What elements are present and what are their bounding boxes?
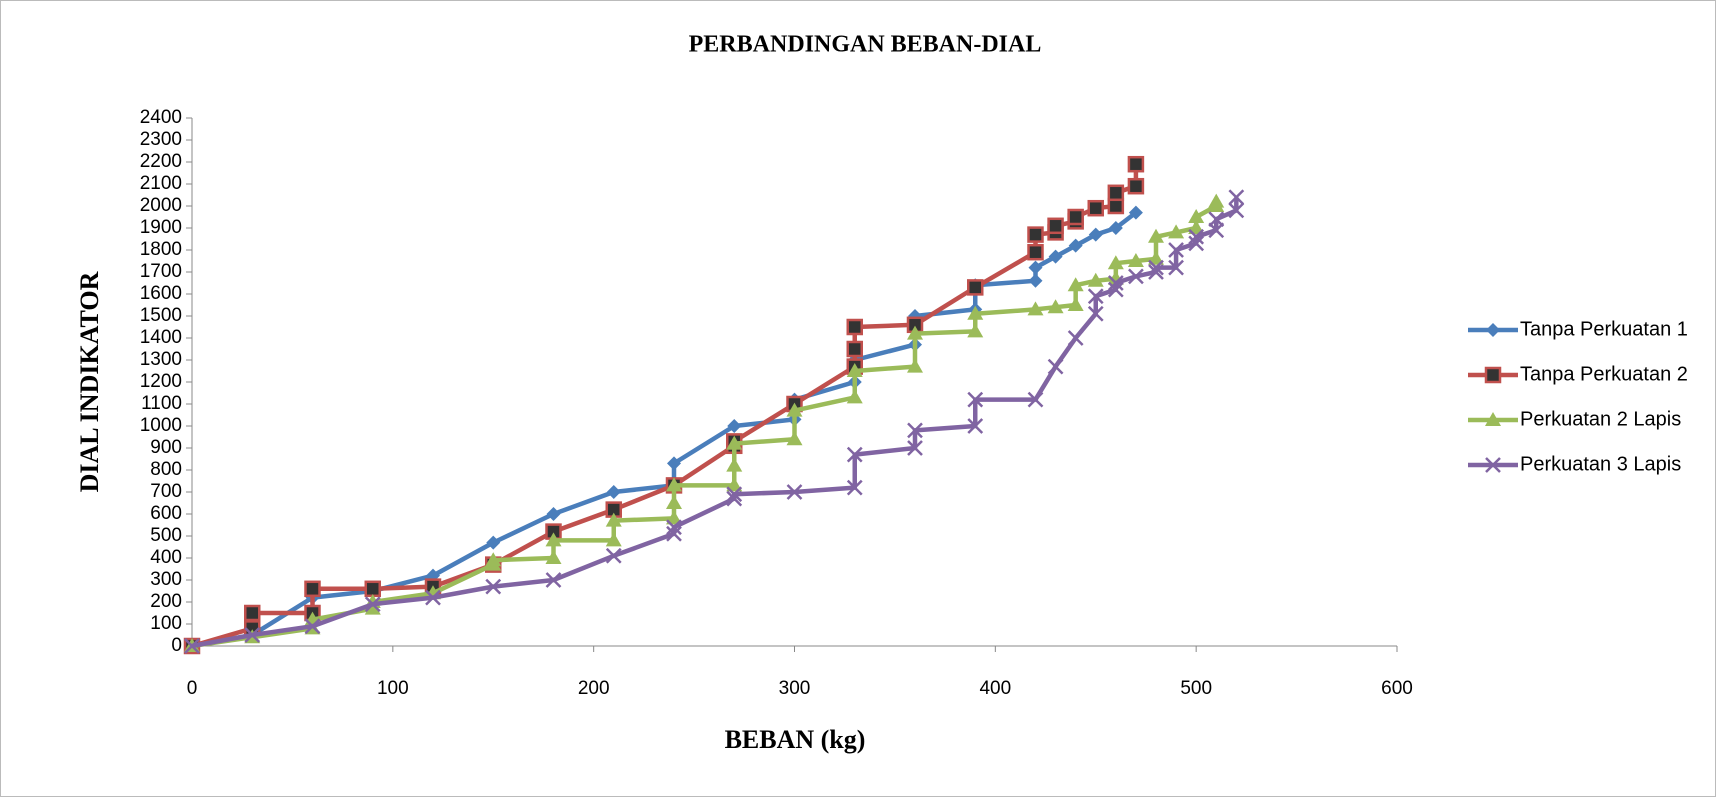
y-tick-label: 1800 — [140, 239, 182, 260]
x-tick-label: 600 — [1381, 678, 1413, 699]
y-tick-label: 800 — [150, 459, 182, 480]
y-tick-label: 2300 — [140, 129, 182, 150]
marker — [1029, 245, 1043, 259]
marker — [968, 280, 982, 294]
legend-label: Tanpa Perkuatan 2 — [1520, 363, 1688, 385]
y-tick-label: 100 — [150, 613, 182, 634]
y-tick-label: 700 — [150, 481, 182, 502]
page: PERBANDINGAN BEBAN-DIAL BEBAN (kg) DIAL … — [0, 0, 1716, 797]
marker — [245, 606, 259, 620]
y-tick-label: 900 — [150, 437, 182, 458]
y-tick-label: 600 — [150, 503, 182, 524]
y-tick-label: 2100 — [140, 173, 182, 194]
chart-title: PERBANDINGAN BEBAN-DIAL — [689, 32, 1042, 58]
legend-label: Perkuatan 2 Lapis — [1520, 408, 1681, 430]
y-tick-label: 1500 — [140, 305, 182, 326]
marker — [1129, 179, 1143, 193]
marker — [1049, 219, 1063, 233]
marker — [1109, 186, 1123, 200]
y-tick-label: 0 — [171, 635, 182, 656]
marker — [1069, 210, 1083, 224]
y-tick-label: 1200 — [140, 371, 182, 392]
y-tick-label: 1300 — [140, 349, 182, 370]
y-axis-title: DIAL INDIKATOR — [75, 271, 104, 492]
marker — [1029, 228, 1043, 242]
chart: PERBANDINGAN BEBAN-DIAL BEBAN (kg) DIAL … — [0, 0, 1716, 797]
y-tick-label: 400 — [150, 547, 182, 568]
y-tick-label: 2000 — [140, 195, 182, 216]
x-tick-label: 300 — [779, 678, 811, 699]
y-tick-label: 200 — [150, 591, 182, 612]
marker — [366, 582, 380, 596]
marker — [1109, 199, 1123, 213]
marker — [848, 342, 862, 356]
y-tick-label: 1400 — [140, 327, 182, 348]
y-tick-label: 1000 — [140, 415, 182, 436]
x-tick-label: 400 — [979, 678, 1011, 699]
legend-label: Perkuatan 3 Lapis — [1520, 453, 1681, 475]
legend-marker — [1486, 368, 1500, 382]
y-tick-label: 2200 — [140, 151, 182, 172]
y-tick-label: 1100 — [141, 393, 182, 414]
marker — [306, 582, 320, 596]
x-tick-label: 0 — [187, 678, 198, 699]
x-tick-label: 200 — [578, 678, 610, 699]
marker — [1129, 157, 1143, 171]
marker — [1089, 201, 1103, 215]
legend-label: Tanpa Perkuatan 1 — [1520, 318, 1688, 340]
x-tick-label: 500 — [1180, 678, 1212, 699]
x-axis-title: BEBAN (kg) — [725, 725, 866, 754]
marker — [848, 320, 862, 334]
y-tick-label: 1600 — [140, 283, 182, 304]
y-tick-label: 2400 — [140, 107, 182, 128]
y-tick-label: 300 — [150, 569, 182, 590]
x-tick-label: 100 — [377, 678, 409, 699]
y-tick-label: 500 — [150, 525, 182, 546]
y-tick-label: 1900 — [140, 217, 182, 238]
y-tick-label: 1700 — [140, 261, 182, 282]
